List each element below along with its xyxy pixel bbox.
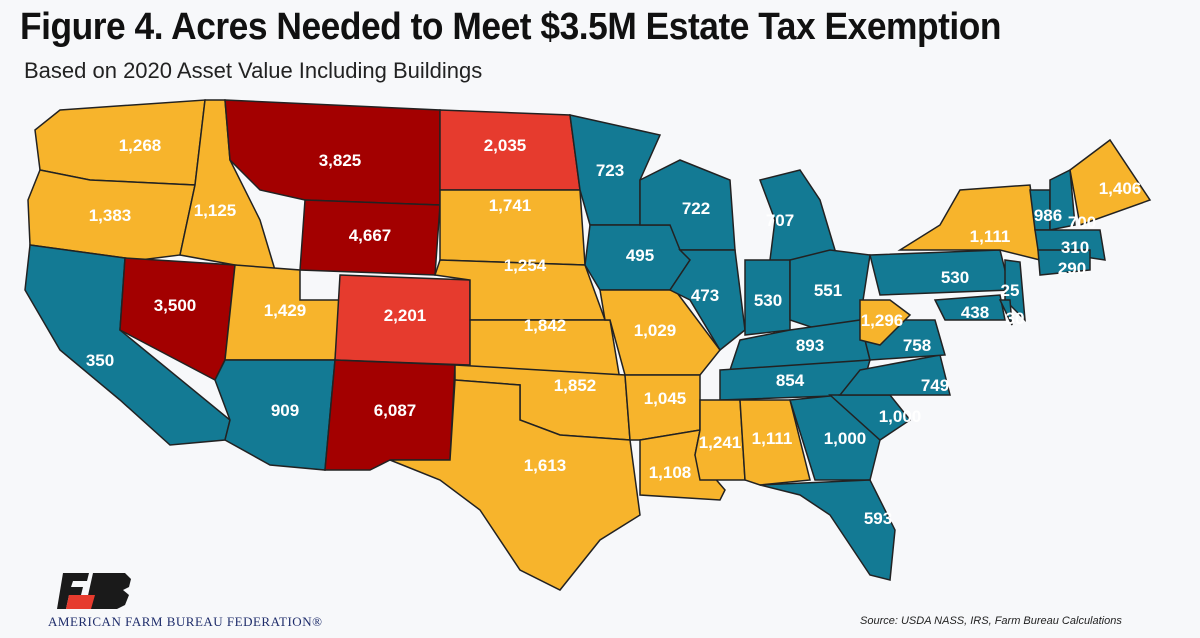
state-value-wv: 1,296 [861, 311, 904, 330]
state-value-sc: 1,000 [879, 407, 922, 426]
state-nc [838, 354, 951, 396]
state-value-tn: 854 [776, 371, 805, 390]
state-al [739, 399, 811, 486]
state-value-ma: 310 [1061, 238, 1089, 257]
state-value-ok: 1,852 [554, 376, 597, 395]
state-value-al: 1,111 [752, 429, 793, 448]
source-note: Source: USDA NASS, IRS, Farm Bureau Calc… [860, 615, 1122, 627]
state-nh [1049, 168, 1076, 231]
state-value-ny: 1,111 [970, 227, 1011, 246]
state-value-co: 2,201 [384, 306, 427, 325]
state-value-tx: 1,613 [524, 456, 567, 475]
state-value-ga: 1,000 [824, 429, 867, 448]
state-value-ct: 290 [1058, 259, 1086, 278]
state-ct [1037, 249, 1091, 276]
state-value-ks: 1,842 [524, 316, 567, 335]
state-ny [897, 184, 1041, 261]
state-value-wi: 722 [682, 199, 710, 218]
state-value-nc: 749 [921, 376, 949, 395]
state-value-mi: 707 [766, 211, 794, 230]
state-value-id: 1,125 [194, 201, 237, 220]
state-value-oh: 551 [814, 281, 842, 300]
state-value-ms: 1,241 [699, 433, 742, 452]
org-name: AMERICAN FARM BUREAU FEDERATION® [48, 614, 323, 629]
state-fl [759, 479, 896, 581]
state-value-nh: 700 [1068, 213, 1096, 232]
state-value-la: 1,108 [649, 463, 692, 482]
state-value-nm: 6,087 [374, 401, 417, 420]
state-value-az: 909 [271, 401, 299, 420]
state-value-nj: 25 [1001, 281, 1020, 300]
state-value-nd: 2,035 [484, 136, 527, 155]
state-value-or: 1,383 [89, 206, 132, 225]
state-value-pa: 530 [941, 268, 969, 287]
state-value-wa: 1,268 [119, 136, 162, 155]
state-il [668, 249, 746, 352]
map-subtitle: Based on 2020 Asset Value Including Buil… [24, 58, 483, 83]
state-value-md: 438 [961, 303, 989, 322]
state-value-in: 530 [754, 291, 782, 310]
state-value-me: 1,406 [1099, 179, 1142, 198]
afb-logo [57, 573, 131, 609]
state-value-va: 758 [903, 336, 931, 355]
state-de [998, 299, 1013, 326]
state-value-wy: 4,667 [349, 226, 392, 245]
state-value-ne: 1,254 [504, 256, 547, 275]
state-value-de: 30 [1006, 309, 1025, 328]
state-value-mo: 1,029 [634, 321, 677, 340]
state-or [27, 169, 196, 261]
state-value-nv: 3,500 [154, 296, 197, 315]
state-wv [859, 299, 912, 346]
state-me [1069, 138, 1152, 227]
state-value-ia: 495 [626, 246, 654, 265]
map-title: Figure 4. Acres Needed to Meet $3.5M Est… [20, 6, 1002, 48]
state-value-mn: 723 [596, 161, 624, 180]
state-value-ky: 893 [796, 336, 824, 355]
state-value-sd: 1,741 [489, 196, 532, 215]
state-value-fl: 593 [864, 509, 892, 528]
state-value-il: 473 [691, 286, 719, 305]
state-value-ut: 1,429 [264, 301, 307, 320]
state-value-ar: 1,045 [644, 389, 687, 408]
state-tx [389, 379, 641, 591]
state-value-ca: 350 [86, 351, 114, 370]
state-value-vt: 986 [1034, 206, 1062, 225]
state-md [933, 294, 1006, 321]
state-value-mt: 3,825 [319, 151, 362, 170]
